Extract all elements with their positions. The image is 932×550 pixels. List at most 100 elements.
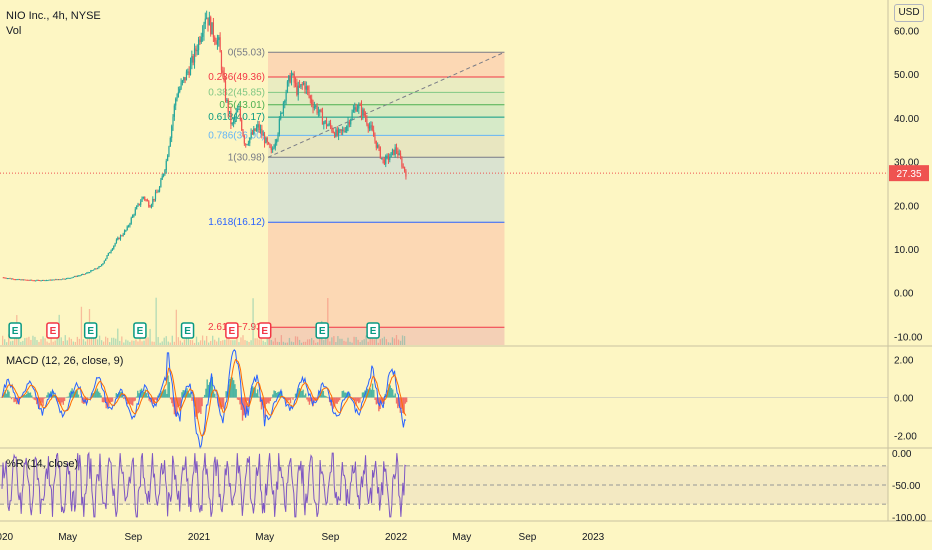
macd-histogram-bar: [101, 397, 104, 403]
candle-body: [14, 279, 17, 281]
price-tick-label: 50.00: [894, 70, 919, 81]
macd-histogram-bar: [344, 392, 346, 398]
candle-body: [74, 276, 76, 278]
candle-body: [324, 120, 326, 123]
candle-body: [294, 82, 297, 84]
fib-zone-0.618: [268, 104, 505, 118]
macd-histogram-bar: [97, 391, 100, 398]
candle-body: [96, 268, 99, 270]
macd-histogram-bar: [191, 397, 193, 401]
fibonacci-retracement[interactable]: 0(55.03) 0.236(49.36) 0.382(45.85) 0.5(43.0…: [208, 47, 505, 345]
earnings-marker-label: E: [50, 326, 57, 337]
volume-bar: [62, 341, 64, 345]
fib-zone-0.236: [268, 52, 505, 78]
earnings-marker[interactable]: [133, 322, 147, 339]
earnings-marker[interactable]: [257, 322, 272, 339]
macd-histogram-bar: [321, 389, 323, 398]
macd-histogram-bar: [210, 378, 212, 398]
earnings-marker[interactable]: [83, 322, 98, 339]
volume-bar: [304, 341, 307, 345]
volume-bar: [327, 298, 329, 345]
earnings-marker[interactable]: [366, 322, 380, 339]
macd-histogram-bar: [125, 397, 128, 401]
volume-bar: [6, 342, 8, 345]
candle-body: [327, 125, 329, 127]
candle-body: [55, 279, 57, 281]
currency-button[interactable]: USD: [894, 4, 924, 22]
candle-body: [208, 17, 210, 26]
macd-histogram-bar: [207, 384, 210, 398]
macd-histogram-bar: [56, 397, 58, 401]
candle-body: [113, 245, 115, 249]
candle-body: [370, 125, 372, 127]
earnings-marker[interactable]: [180, 322, 195, 339]
macd-histogram-bar: [405, 397, 408, 403]
volume-bar: [294, 336, 297, 345]
volume-bar: [119, 340, 121, 345]
candle-body: [48, 279, 50, 281]
macd-histogram-bar: [75, 390, 77, 398]
candle-body: [351, 112, 353, 120]
volume-bar: [139, 335, 141, 345]
volume-bar: [193, 342, 196, 345]
macd-histogram-bar: [337, 397, 340, 402]
volume-bar: [4, 339, 6, 345]
candle-body: [41, 279, 43, 281]
macd-histogram-bar: [302, 389, 304, 398]
macd-histogram-bar: [91, 393, 94, 398]
volume-bar: [351, 342, 353, 345]
macd-histogram-bar: [274, 391, 277, 398]
candle-body: [110, 250, 112, 253]
candle-body: [405, 171, 407, 177]
volume-bar: [159, 342, 161, 345]
fib-trend-line[interactable]: [267, 51, 505, 158]
earnings-marker[interactable]: [8, 322, 22, 339]
macd-histogram-bar: [33, 397, 35, 400]
candle-body: [340, 129, 342, 131]
volume-bar: [236, 336, 238, 345]
candle-body: [342, 129, 344, 131]
macd-histogram-bar: [206, 379, 208, 398]
candle-body: [234, 117, 236, 121]
macd-histogram-bar: [225, 391, 227, 398]
macd-histogram-bar: [31, 395, 33, 398]
candle-body: [265, 137, 267, 144]
candle-body: [231, 123, 233, 125]
candle-body: [203, 23, 205, 33]
volume-bar: [377, 342, 379, 345]
time-tick-label: May: [255, 532, 274, 543]
macd-histogram-bar: [339, 397, 341, 401]
candle-body: [363, 109, 365, 116]
macd-histogram-bar: [187, 390, 189, 398]
macd-histogram-bar: [205, 388, 207, 398]
volume-bar: [306, 339, 309, 345]
candle-body: [230, 111, 232, 124]
candle-body: [307, 86, 309, 91]
volume-bar: [131, 340, 133, 345]
candle-body: [98, 266, 100, 269]
fib-label-0.236: 0.236(49.36): [208, 72, 265, 83]
candle-body: [293, 73, 295, 83]
candle-body: [141, 197, 143, 202]
candle-body: [344, 131, 346, 133]
candle-body: [220, 52, 223, 71]
candle-body: [82, 274, 84, 276]
candle-body: [28, 280, 30, 282]
volume-bar: [8, 334, 10, 345]
volume-bar: [92, 336, 95, 345]
earnings-marker[interactable]: [315, 322, 329, 339]
volume-bar: [347, 337, 349, 345]
earnings-marker-label: E: [319, 326, 326, 337]
earnings-marker[interactable]: [46, 322, 60, 339]
candle-body: [24, 279, 26, 281]
volume-bar: [10, 341, 12, 345]
macd-histogram-bar: [52, 391, 54, 398]
macd-histogram-bar: [231, 377, 234, 398]
macd-histogram-bar: [221, 397, 224, 408]
candle-body: [76, 275, 79, 277]
candle-body: [152, 198, 154, 205]
volume-bar: [74, 341, 77, 345]
earnings-marker[interactable]: [225, 322, 239, 339]
